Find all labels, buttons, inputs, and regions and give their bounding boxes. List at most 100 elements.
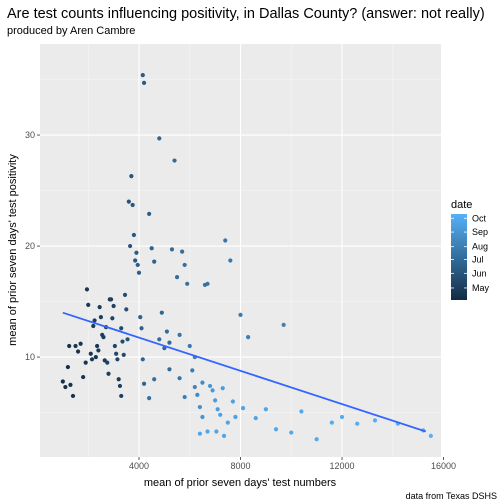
data-point [147, 396, 152, 401]
data-point [81, 374, 86, 380]
data-point [281, 322, 286, 327]
data-point [67, 343, 72, 349]
data-point [197, 404, 202, 410]
data-point [200, 380, 205, 385]
data-point [96, 348, 101, 353]
data-point [133, 258, 138, 263]
data-point [124, 307, 129, 312]
data-point [86, 302, 91, 308]
major-grid [40, 44, 441, 457]
data-point [228, 258, 233, 263]
legend-label: Jun [472, 268, 487, 278]
data-point [355, 421, 360, 426]
legend-label: Jul [472, 255, 484, 265]
chart-title: Are test counts influencing positivity, … [7, 6, 485, 22]
data-point [185, 281, 190, 286]
data-point [200, 414, 205, 420]
data-point [205, 281, 210, 286]
data-point [91, 323, 96, 329]
data-points [60, 72, 433, 442]
y-tick-label: 20 [25, 241, 35, 251]
data-point [84, 287, 90, 292]
data-point [329, 420, 334, 425]
data-point [60, 379, 65, 384]
data-point [233, 414, 238, 420]
y-tick-label: 10 [25, 352, 35, 362]
data-point [108, 297, 114, 302]
data-point [223, 238, 228, 243]
data-point [83, 360, 88, 365]
legend-label: Sep [472, 227, 488, 237]
trend-line-group [62, 311, 427, 433]
data-point [116, 377, 121, 382]
y-axis-label: mean of prior seven days' test positivit… [7, 154, 19, 346]
data-point [246, 334, 251, 340]
legend-label: May [472, 283, 490, 293]
legend-label: Oct [472, 213, 487, 223]
data-point [190, 368, 195, 373]
data-point [140, 357, 145, 362]
legend-title: date [451, 199, 472, 211]
y-tick-label: 30 [25, 130, 35, 140]
data-point [149, 246, 154, 251]
data-point [105, 360, 110, 365]
data-point [221, 433, 227, 439]
data-point [114, 351, 119, 356]
data-point [172, 158, 177, 163]
data-point [131, 232, 137, 238]
legend-colorbar [451, 214, 467, 300]
data-point [141, 80, 147, 85]
data-point [180, 249, 185, 254]
data-point [120, 339, 125, 344]
data-point [177, 332, 182, 337]
data-point [182, 262, 187, 268]
data-point [126, 199, 131, 204]
data-point [119, 326, 124, 331]
data-point [214, 429, 219, 434]
data-point [65, 364, 71, 370]
data-point [141, 381, 147, 386]
data-point [78, 341, 83, 346]
data-point [174, 275, 180, 280]
data-point [213, 398, 218, 403]
data-point [263, 407, 268, 412]
data-point [89, 357, 95, 362]
data-point [63, 384, 68, 390]
data-point [119, 393, 124, 399]
data-point [138, 315, 143, 320]
data-point [111, 303, 116, 309]
data-point [130, 202, 135, 208]
data-point [218, 412, 223, 417]
data-point [136, 270, 142, 275]
data-point [220, 386, 225, 391]
data-point [167, 340, 172, 345]
data-point [314, 437, 319, 442]
data-point [164, 329, 169, 334]
data-point [73, 343, 78, 349]
data-point [68, 382, 73, 387]
data-point [187, 343, 192, 349]
chart-caption: data from Texas DSHS [406, 491, 497, 501]
data-point [167, 367, 172, 372]
data-point [88, 351, 93, 356]
data-point [70, 393, 76, 399]
data-point [230, 399, 235, 404]
data-point [110, 316, 115, 321]
data-point [299, 409, 304, 414]
data-point [195, 392, 200, 397]
data-point [207, 383, 213, 389]
data-point [169, 247, 175, 252]
legend-label: Aug [472, 242, 488, 252]
data-point [135, 262, 140, 268]
data-point [140, 72, 145, 78]
data-point [225, 420, 230, 425]
data-point [253, 416, 258, 421]
data-point [152, 377, 157, 382]
data-point [152, 259, 157, 264]
x-tick-label: 8000 [230, 461, 250, 471]
trend-line [62, 311, 427, 433]
data-point [97, 305, 102, 310]
color-legend: date Oct Sep Aug Jul Jun May [451, 199, 490, 300]
x-tick-label: 12000 [330, 461, 355, 471]
